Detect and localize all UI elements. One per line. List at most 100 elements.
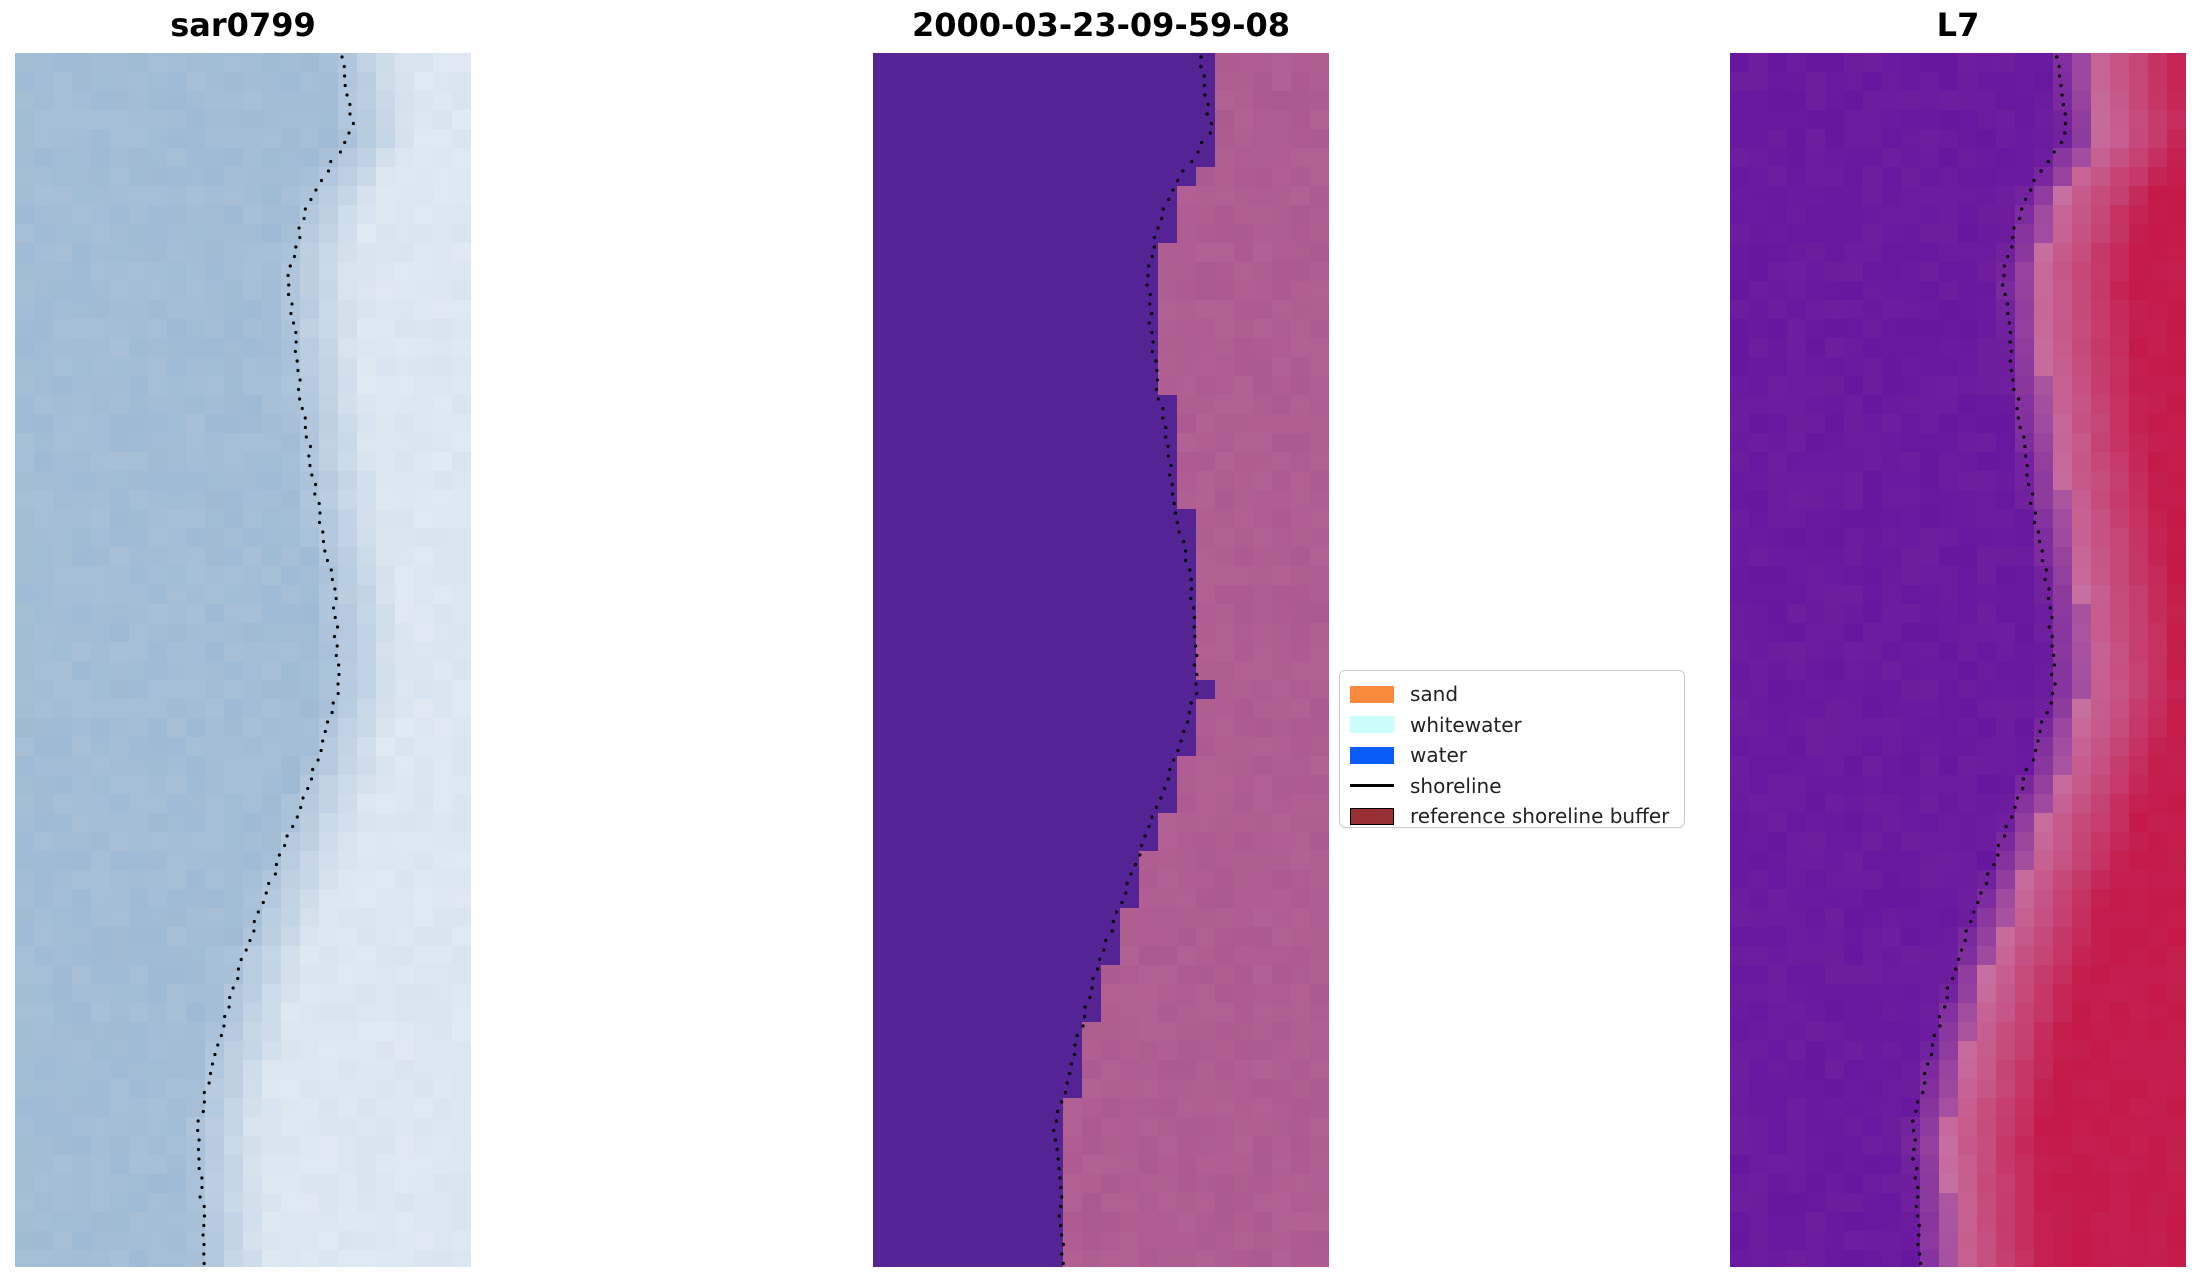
image-pixel: [1101, 1231, 1121, 1251]
image-pixel: [1063, 1041, 1083, 1061]
shoreline-point: [311, 767, 315, 772]
image-pixel: [395, 414, 415, 434]
image-pixel: [243, 186, 263, 206]
image-pixel: [911, 1174, 931, 1194]
image-pixel: [91, 547, 111, 567]
image-pixel: [1120, 1098, 1140, 1118]
image-pixel: [1177, 965, 1197, 985]
image-pixel: [34, 53, 54, 73]
shoreline-point: [343, 83, 347, 88]
image-pixel: [1863, 1155, 1883, 1175]
image-pixel: [414, 661, 434, 681]
image-pixel: [110, 984, 130, 1004]
image-pixel: [72, 528, 92, 548]
image-pixel: [1120, 832, 1140, 852]
image-pixel: [319, 91, 339, 111]
image-pixel: [2034, 965, 2054, 985]
image-pixel: [1082, 452, 1102, 472]
image-pixel: [148, 281, 168, 301]
image-pixel: [110, 224, 130, 244]
image-pixel: [1310, 167, 1329, 187]
image-pixel: [433, 1250, 453, 1267]
image-pixel: [1234, 1174, 1254, 1194]
image-pixel: [1958, 205, 1978, 225]
image-pixel: [1025, 262, 1045, 282]
image-pixel: [2167, 1250, 2186, 1267]
image-pixel: [414, 566, 434, 586]
image-pixel: [338, 680, 358, 700]
image-pixel: [1063, 376, 1083, 396]
image-pixel: [930, 395, 950, 415]
image-pixel: [1825, 889, 1845, 909]
image-pixel: [1272, 129, 1292, 149]
image-pixel: [1044, 205, 1064, 225]
image-pixel: [2015, 851, 2035, 871]
image-pixel: [1082, 775, 1102, 795]
image-pixel: [2110, 832, 2130, 852]
image-pixel: [53, 1060, 73, 1080]
image-pixel: [1234, 851, 1254, 871]
image-pixel: [911, 53, 931, 73]
image-pixel: [338, 167, 358, 187]
shoreline-point: [1911, 1128, 1916, 1133]
image-pixel: [129, 433, 149, 453]
image-pixel: [1006, 946, 1026, 966]
image-pixel: [186, 661, 206, 681]
image-pixel: [129, 224, 149, 244]
image-pixel: [1939, 1041, 1959, 1061]
image-pixel: [1958, 1060, 1978, 1080]
image-pixel: [1844, 813, 1864, 833]
image-pixel: [987, 91, 1007, 111]
image-pixel: [1063, 395, 1083, 415]
image-pixel: [186, 1193, 206, 1213]
image-pixel: [949, 1250, 969, 1267]
image-pixel: [2053, 775, 2073, 795]
image-pixel: [167, 452, 187, 472]
shoreline-point: [1170, 492, 1175, 496]
shoreline-point: [216, 1043, 220, 1047]
image-pixel: [1863, 642, 1883, 662]
image-pixel: [930, 794, 950, 814]
image-pixel: [2110, 775, 2130, 795]
image-pixel: [968, 1155, 988, 1175]
image-pixel: [1749, 1250, 1769, 1267]
image-pixel: [1310, 110, 1329, 130]
image-pixel: [319, 718, 339, 738]
image-pixel: [1120, 452, 1140, 472]
image-pixel: [1082, 1041, 1102, 1061]
image-pixel: [1844, 851, 1864, 871]
image-pixel: [1044, 110, 1064, 130]
image-pixel: [2148, 338, 2168, 358]
image-pixel: [1806, 72, 1826, 92]
image-pixel: [376, 452, 396, 472]
image-pixel: [892, 1003, 912, 1023]
image-pixel: [319, 965, 339, 985]
image-pixel: [129, 91, 149, 111]
image-pixel: [968, 642, 988, 662]
image-pixel: [911, 414, 931, 434]
image-pixel: [987, 566, 1007, 586]
image-pixel: [1806, 1231, 1826, 1251]
image-pixel: [892, 832, 912, 852]
image-pixel: [148, 642, 168, 662]
image-pixel: [1272, 946, 1292, 966]
image-pixel: [1768, 433, 1788, 453]
image-pixel: [224, 1231, 244, 1251]
image-pixel: [2167, 262, 2186, 282]
image-pixel: [1996, 585, 2016, 605]
shoreline-point: [1169, 463, 1173, 468]
image-pixel: [281, 547, 301, 567]
image-pixel: [1996, 680, 2016, 700]
image-pixel: [148, 699, 168, 719]
image-pixel: [243, 927, 263, 947]
image-pixel: [911, 300, 931, 320]
image-pixel: [1196, 186, 1216, 206]
image-pixel: [1044, 1003, 1064, 1023]
image-pixel: [2148, 528, 2168, 548]
image-pixel: [2053, 1212, 2073, 1232]
image-pixel: [1158, 167, 1178, 187]
image-pixel: [949, 965, 969, 985]
image-pixel: [34, 718, 54, 738]
image-pixel: [2110, 718, 2130, 738]
image-pixel: [15, 509, 35, 529]
